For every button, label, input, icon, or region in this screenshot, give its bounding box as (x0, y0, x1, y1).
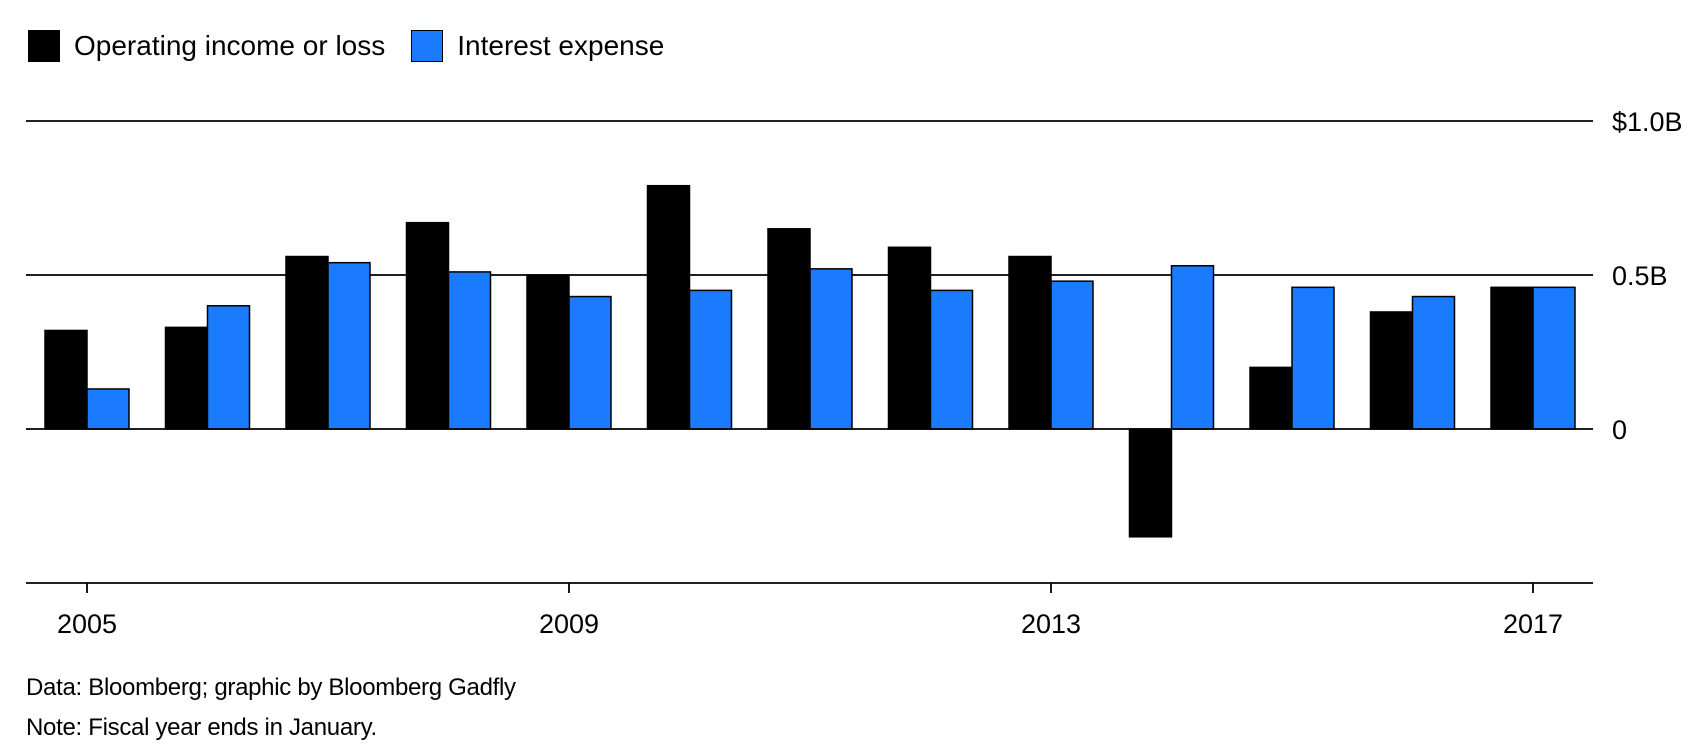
bar-operating-income-2008 (405, 221, 450, 430)
chart-legend: Operating income or loss Interest expens… (28, 30, 690, 62)
y-tick-label-0: $1.0B (1612, 107, 1683, 137)
bar-interest-expense-2005 (86, 388, 130, 430)
legend-item-operating-income: Operating income or loss (28, 30, 385, 62)
bar-operating-income-2005 (44, 329, 88, 430)
bar-operating-income-2017 (1490, 286, 1534, 430)
bar-operating-income-2011 (767, 228, 811, 430)
bar-operating-income-2015 (1249, 366, 1293, 430)
bar-operating-income-2006 (164, 326, 209, 430)
y-tick-label-1: 0.5B (1612, 261, 1668, 291)
bar-interest-expense-2007 (327, 261, 371, 430)
bar-operating-income-2016 (1369, 311, 1414, 430)
bar-interest-expense-2012 (929, 289, 974, 430)
bar-operating-income-2007 (285, 255, 329, 430)
bar-operating-income-2009 (526, 274, 570, 430)
bar-interest-expense-2013 (1050, 280, 1094, 430)
x-tick-label-2009: 2009 (539, 609, 599, 639)
bar-interest-expense-2006 (206, 305, 251, 430)
bar-operating-income-2012 (887, 246, 932, 430)
x-tick-label-2005: 2005 (57, 609, 117, 639)
legend-label-interest-expense: Interest expense (457, 30, 665, 61)
bar-operating-income-2010 (646, 184, 691, 430)
source-note: Data: Bloomberg; graphic by Bloomberg Ga… (26, 674, 516, 701)
bar-interest-expense-2014 (1170, 265, 1215, 430)
bar-interest-expense-2015 (1291, 286, 1335, 430)
bar-interest-expense-2011 (809, 268, 853, 430)
legend-swatch-operating-income (28, 30, 60, 62)
bar-interest-expense-2009 (568, 295, 612, 430)
x-tick-label-2017: 2017 (1503, 609, 1563, 639)
legend-label-operating-income: Operating income or loss (74, 30, 386, 61)
bar-operating-income-2013 (1008, 255, 1052, 430)
bar-interest-expense-2010 (688, 289, 733, 430)
bar-interest-expense-2008 (447, 271, 492, 430)
bar-operating-income-2014 (1128, 428, 1173, 538)
fiscal-year-note: Note: Fiscal year ends in January. (26, 714, 377, 741)
legend-item-interest-expense: Interest expense (411, 30, 664, 62)
bar-interest-expense-2017 (1532, 286, 1576, 430)
y-tick-label-2: 0 (1612, 415, 1627, 445)
bar-interest-expense-2016 (1411, 295, 1456, 430)
legend-swatch-interest-expense (411, 30, 444, 62)
x-tick-label-2013: 2013 (1021, 609, 1081, 639)
bar-chart: $1.0B 0.5B 0 2005 2009 2013 2017 (26, 107, 1683, 639)
